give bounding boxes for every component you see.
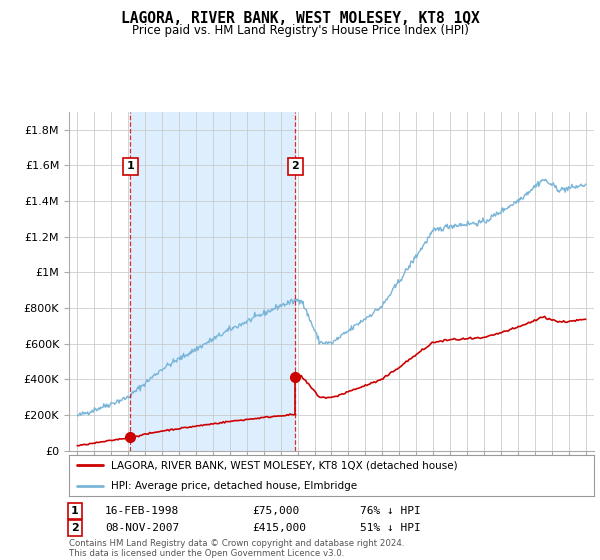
Text: Contains HM Land Registry data © Crown copyright and database right 2024.
This d: Contains HM Land Registry data © Crown c… xyxy=(69,539,404,558)
Text: 08-NOV-2007: 08-NOV-2007 xyxy=(105,523,179,533)
Text: £415,000: £415,000 xyxy=(252,523,306,533)
Text: 2: 2 xyxy=(71,523,79,533)
Text: Price paid vs. HM Land Registry's House Price Index (HPI): Price paid vs. HM Land Registry's House … xyxy=(131,24,469,36)
Text: 2: 2 xyxy=(292,161,299,171)
Text: HPI: Average price, detached house, Elmbridge: HPI: Average price, detached house, Elmb… xyxy=(111,480,357,491)
Text: £75,000: £75,000 xyxy=(252,506,299,516)
Text: LAGORA, RIVER BANK, WEST MOLESEY, KT8 1QX: LAGORA, RIVER BANK, WEST MOLESEY, KT8 1Q… xyxy=(121,11,479,26)
Text: 51% ↓ HPI: 51% ↓ HPI xyxy=(360,523,421,533)
Text: LAGORA, RIVER BANK, WEST MOLESEY, KT8 1QX (detached house): LAGORA, RIVER BANK, WEST MOLESEY, KT8 1Q… xyxy=(111,460,458,470)
Text: 1: 1 xyxy=(71,506,79,516)
Text: 1: 1 xyxy=(127,161,134,171)
Text: 16-FEB-1998: 16-FEB-1998 xyxy=(105,506,179,516)
Bar xyxy=(130,112,295,451)
Text: 76% ↓ HPI: 76% ↓ HPI xyxy=(360,506,421,516)
